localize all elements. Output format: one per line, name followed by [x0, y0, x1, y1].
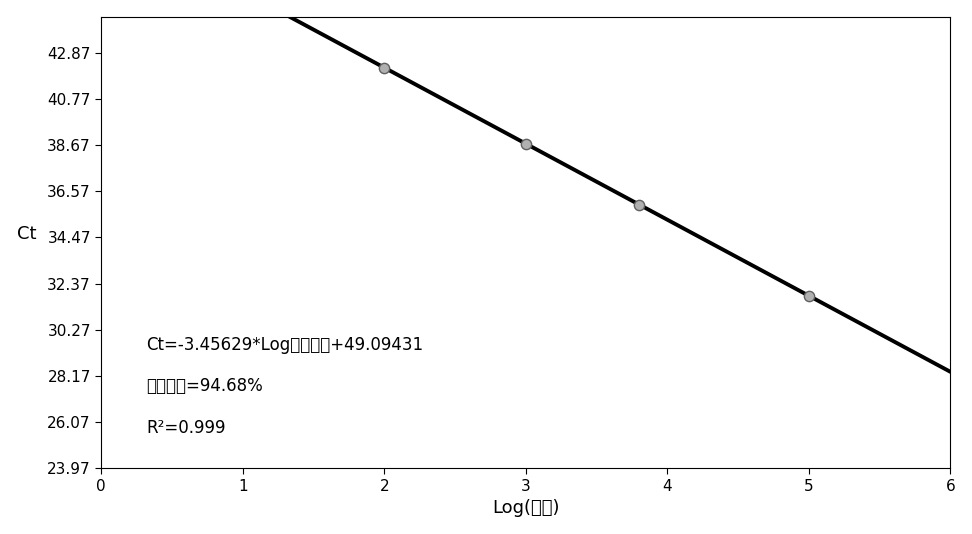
Text: 扩增效率=94.68%: 扩增效率=94.68% [147, 378, 263, 396]
Point [518, 139, 534, 148]
Point [376, 64, 392, 72]
Y-axis label: Ct: Ct [17, 224, 36, 242]
Text: Ct=-3.45629*Log（浓度）+49.09431: Ct=-3.45629*Log（浓度）+49.09431 [147, 336, 424, 354]
Point [801, 292, 816, 300]
Text: R²=0.999: R²=0.999 [147, 419, 226, 437]
Point [632, 200, 647, 209]
X-axis label: Log(浓度): Log(浓度) [492, 499, 560, 517]
